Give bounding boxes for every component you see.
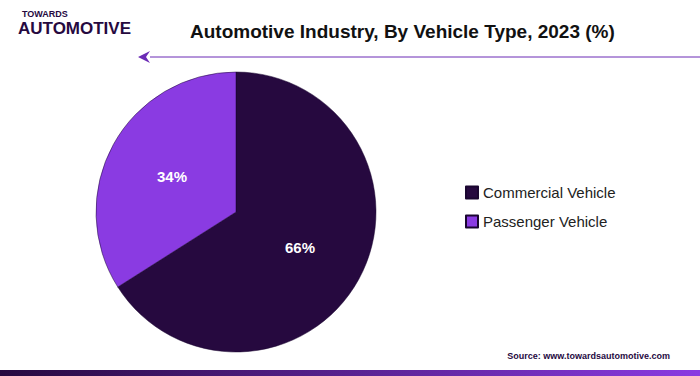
svg-text:Source: www.towardsautomotive.: Source: www.towardsautomotive.com (507, 351, 670, 361)
svg-text:AUTOMOTIVE: AUTOMOTIVE (18, 19, 131, 38)
svg-text:Passenger Vehicle: Passenger Vehicle (483, 213, 607, 230)
svg-text:Commercial Vehicle: Commercial Vehicle (483, 184, 616, 201)
svg-text:66%: 66% (285, 239, 315, 256)
svg-text:34%: 34% (157, 168, 187, 185)
svg-text:TOWARDS: TOWARDS (22, 9, 68, 19)
svg-text:Automotive Industry, By Vehicl: Automotive Industry, By Vehicle Type, 20… (190, 21, 615, 42)
